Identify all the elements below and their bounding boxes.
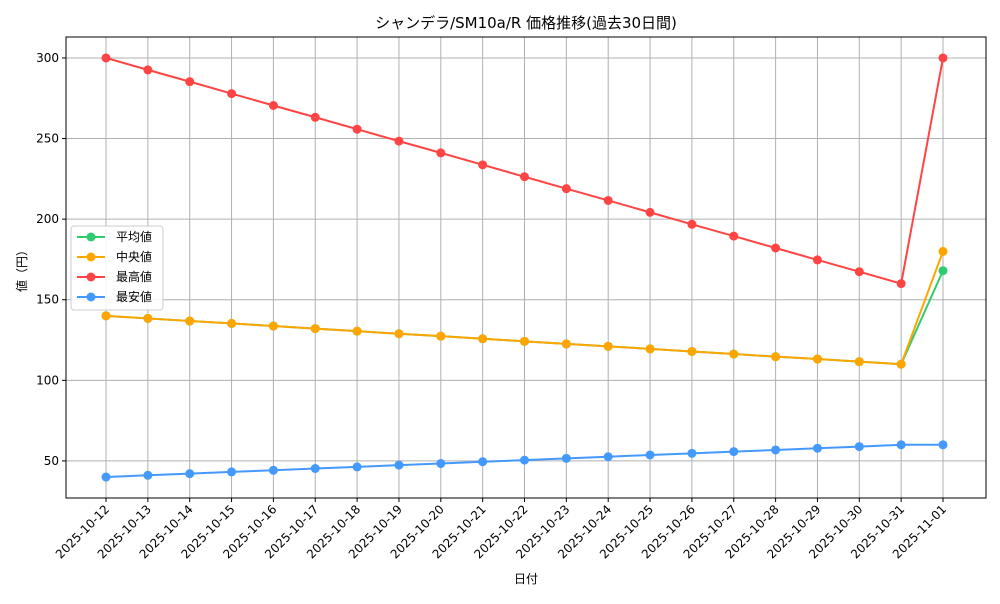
legend-box bbox=[70, 225, 164, 311]
data-point bbox=[729, 447, 739, 457]
legend-marker bbox=[86, 232, 96, 242]
data-point bbox=[603, 341, 613, 351]
legend-label: 平均値 bbox=[116, 229, 152, 244]
data-point bbox=[101, 311, 111, 321]
data-point bbox=[227, 89, 237, 99]
data-point bbox=[268, 465, 278, 475]
data-point bbox=[687, 219, 697, 229]
data-point bbox=[938, 440, 948, 450]
data-point bbox=[143, 313, 153, 323]
data-point bbox=[561, 184, 571, 194]
data-point bbox=[854, 267, 864, 277]
legend-marker bbox=[86, 252, 96, 262]
data-point bbox=[436, 459, 446, 469]
data-point bbox=[101, 472, 111, 482]
data-point bbox=[896, 440, 906, 450]
y-tick-label: 150 bbox=[36, 293, 59, 307]
data-point bbox=[185, 469, 195, 479]
data-point bbox=[310, 112, 320, 122]
data-point bbox=[268, 321, 278, 331]
data-point bbox=[310, 464, 320, 474]
y-tick-label: 200 bbox=[36, 212, 59, 226]
data-point bbox=[645, 207, 655, 217]
data-point bbox=[101, 53, 111, 63]
data-point bbox=[771, 445, 781, 455]
data-point bbox=[394, 329, 404, 339]
data-point bbox=[854, 442, 864, 452]
y-axis-label: 値（円） bbox=[14, 244, 29, 292]
data-point bbox=[478, 160, 488, 170]
data-point bbox=[268, 101, 278, 111]
data-point bbox=[603, 195, 613, 205]
data-point bbox=[185, 316, 195, 326]
data-point bbox=[771, 352, 781, 362]
data-point bbox=[310, 324, 320, 334]
data-point bbox=[687, 346, 697, 356]
data-point bbox=[645, 344, 655, 354]
data-point bbox=[478, 457, 488, 467]
data-point bbox=[520, 172, 529, 182]
y-tick-label: 300 bbox=[36, 51, 59, 65]
data-point bbox=[352, 124, 362, 134]
chart-title: シャンデラ/SM10a/R 価格推移(過去30日間) bbox=[375, 14, 677, 32]
data-point bbox=[938, 246, 948, 256]
data-point bbox=[938, 53, 948, 63]
plot-frame bbox=[65, 36, 987, 499]
legend-marker bbox=[86, 292, 96, 302]
data-point bbox=[143, 65, 153, 75]
legend-marker bbox=[86, 272, 96, 282]
data-point bbox=[185, 77, 195, 87]
data-point bbox=[896, 359, 906, 369]
data-point bbox=[896, 279, 906, 289]
data-point bbox=[561, 339, 571, 349]
series-lines bbox=[101, 53, 948, 482]
data-point bbox=[227, 318, 237, 328]
data-point bbox=[143, 470, 153, 480]
x-axis: 2025-10-122025-10-132025-10-142025-10-15… bbox=[53, 498, 949, 561]
data-point bbox=[938, 266, 948, 276]
data-point bbox=[436, 331, 446, 341]
data-point bbox=[227, 467, 237, 477]
data-point bbox=[394, 136, 404, 146]
data-point bbox=[812, 255, 822, 265]
data-point bbox=[854, 357, 864, 367]
y-tick-label: 50 bbox=[44, 454, 59, 468]
data-point bbox=[352, 462, 362, 472]
data-point bbox=[645, 450, 655, 460]
legend-label: 最安値 bbox=[116, 289, 152, 304]
data-point bbox=[520, 336, 529, 346]
legend-label: 中央値 bbox=[116, 249, 152, 264]
series-2 bbox=[101, 53, 948, 289]
data-point bbox=[729, 349, 739, 359]
legend-label: 最高値 bbox=[116, 269, 152, 284]
data-point bbox=[520, 455, 529, 465]
y-tick-label: 250 bbox=[36, 132, 59, 146]
y-tick-label: 100 bbox=[36, 373, 59, 387]
data-point bbox=[603, 452, 613, 462]
series-3 bbox=[101, 440, 948, 482]
y-axis: 50 100 150 200 250 300 bbox=[36, 51, 66, 468]
data-point bbox=[687, 448, 697, 458]
series-1 bbox=[101, 246, 948, 369]
data-point bbox=[812, 443, 822, 453]
data-point bbox=[352, 326, 362, 336]
data-point bbox=[729, 231, 739, 241]
data-point bbox=[436, 148, 446, 158]
data-point bbox=[561, 453, 571, 463]
data-point bbox=[771, 243, 781, 253]
data-point bbox=[478, 334, 488, 344]
data-point bbox=[394, 460, 404, 470]
data-point bbox=[812, 354, 822, 364]
x-axis-label: 日付 bbox=[514, 572, 538, 586]
